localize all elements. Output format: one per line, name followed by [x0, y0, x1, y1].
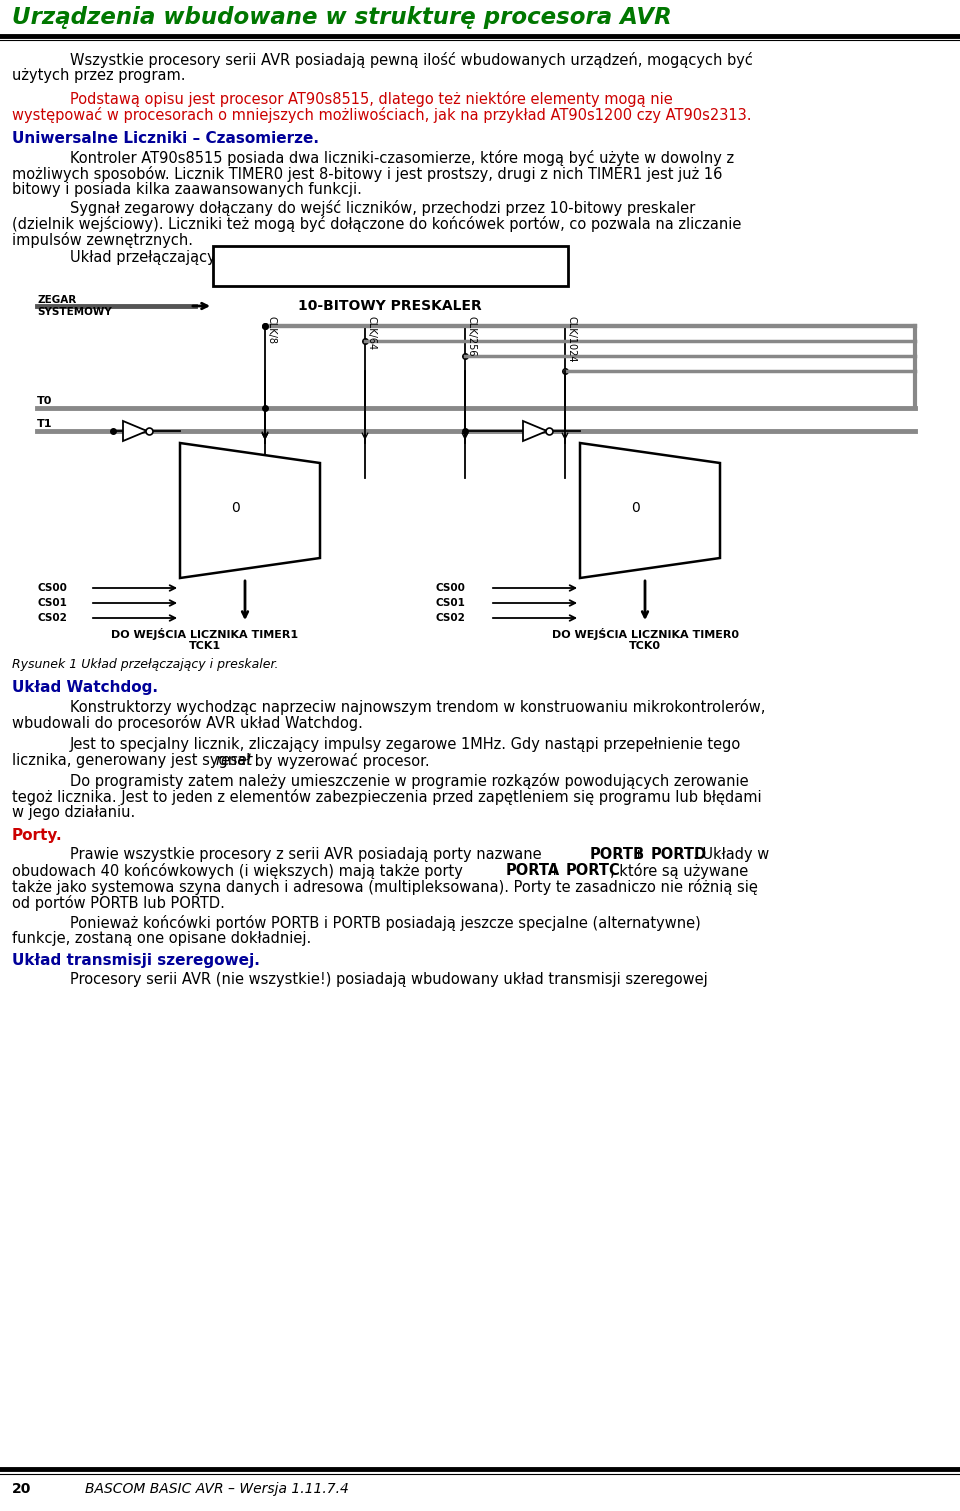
Text: DO WEJŚCIА LICZNIKA TIMER0: DO WEJŚCIА LICZNIKA TIMER0 — [551, 629, 738, 641]
Text: Jest to specjalny licznik, zliczający impulsy zegarowe 1MHz. Gdy nastąpi przepeł: Jest to specjalny licznik, zliczający im… — [70, 737, 741, 752]
Text: , które są używane: , które są używane — [610, 863, 748, 879]
Text: reset: reset — [215, 752, 252, 768]
Text: PORTB: PORTB — [590, 848, 645, 861]
Text: także jako systemowa szyna danych i adresowa (multipleksowana). Porty te zasadni: także jako systemowa szyna danych i adre… — [12, 879, 757, 895]
Text: funkcje, zostaną one opisane dokładniej.: funkcje, zostaną one opisane dokładniej. — [12, 931, 311, 946]
Text: (dzielnik wejściowy). Liczniki też mogą być dołączone do końcówek portów, co poz: (dzielnik wejściowy). Liczniki też mogą … — [12, 216, 741, 233]
Text: DO WEJŚCIА LICZNIKA TIMER1: DO WEJŚCIА LICZNIKA TIMER1 — [111, 629, 299, 641]
Text: obudowach 40 końcówkowych (i większych) mają także porty: obudowach 40 końcówkowych (i większych) … — [12, 863, 468, 879]
Text: CS01: CS01 — [435, 598, 465, 607]
Text: PORTA: PORTA — [506, 863, 561, 878]
Text: 0: 0 — [230, 502, 239, 515]
Polygon shape — [580, 443, 720, 579]
Text: i: i — [632, 848, 645, 861]
Text: by wyzerować procesor.: by wyzerować procesor. — [250, 752, 430, 769]
Text: Prawie wszystkie procesory z serii AVR posiadają porty nazwane: Prawie wszystkie procesory z serii AVR p… — [70, 848, 546, 861]
Text: od portów PORTB lub PORTD.: od portów PORTB lub PORTD. — [12, 895, 225, 911]
Text: PORTD: PORTD — [651, 848, 708, 861]
Text: Do programisty zatem należy umieszczenie w programie rozkązów powodujących zerow: Do programisty zatem należy umieszczenie… — [70, 774, 749, 789]
Bar — [213, 246, 568, 286]
Text: Sygnał zegarowy dołączany do wejść liczników, przechodzi przez 10-bitowy preskal: Sygnał zegarowy dołączany do wejść liczn… — [70, 199, 695, 216]
Text: Urządzenia wbudowane w strukturę procesora AVR: Urządzenia wbudowane w strukturę proceso… — [12, 6, 672, 29]
Text: Układ przełączający i preskaler jest rozrysowany poniżej:: Układ przełączający i preskaler jest roz… — [70, 249, 488, 264]
Text: możliwych sposobów. Licznik TIMER0 jest 8-bitowy i jest prostszy, drugi z nich T: możliwych sposobów. Licznik TIMER0 jest … — [12, 166, 722, 181]
Text: CS00: CS00 — [435, 583, 465, 592]
Text: CLK/256: CLK/256 — [466, 316, 476, 357]
Text: bitowy i posiada kilka zaawansowanych funkcji.: bitowy i posiada kilka zaawansowanych fu… — [12, 181, 362, 196]
Text: występować w procesorach o mniejszych możliwościach, jak na przykład AT90s1200 c: występować w procesorach o mniejszych mo… — [12, 107, 752, 122]
Text: . Układy w: . Układy w — [693, 848, 769, 861]
Text: CLK/8: CLK/8 — [266, 316, 276, 345]
Text: Procesory serii AVR (nie wszystkie!) posiadają wbudowany układ transmisji szereg: Procesory serii AVR (nie wszystkie!) pos… — [70, 972, 708, 987]
Text: Układ Watchdog.: Układ Watchdog. — [12, 680, 158, 695]
Text: CS02: CS02 — [435, 613, 465, 623]
Text: tegoż licznika. Jest to jeden z elementów zabezpieczenia przed zapętleniem się p: tegoż licznika. Jest to jeden z elementó… — [12, 789, 761, 805]
Text: w jego działaniu.: w jego działaniu. — [12, 805, 135, 820]
Text: Porty.: Porty. — [12, 828, 62, 843]
Text: PORTC: PORTC — [566, 863, 621, 878]
Polygon shape — [523, 422, 547, 441]
Text: licznika, generowany jest sygnał: licznika, generowany jest sygnał — [12, 752, 254, 768]
Text: Konstruktorzy wychodząc naprzeciw najnowszym trendom w konstruowaniu mikrokontro: Konstruktorzy wychodząc naprzeciw najnow… — [70, 700, 765, 715]
Text: 0: 0 — [631, 502, 639, 515]
Polygon shape — [180, 443, 320, 579]
Text: 10-BITOWY PRESKALER: 10-BITOWY PRESKALER — [299, 299, 482, 313]
Text: CS00: CS00 — [37, 583, 67, 592]
Text: 20: 20 — [12, 1482, 32, 1496]
Text: Uniwersalne Liczniki – Czasomierze.: Uniwersalne Liczniki – Czasomierze. — [12, 131, 319, 147]
Text: Rysunek 1 Układ przełączający i preskaler.: Rysunek 1 Układ przełączający i preskale… — [12, 657, 278, 671]
Text: CS01: CS01 — [37, 598, 67, 607]
Text: użytych przez program.: użytych przez program. — [12, 68, 185, 83]
Text: TCK0: TCK0 — [629, 641, 661, 651]
Text: CS02: CS02 — [37, 613, 67, 623]
Text: Wszystkie procesory serii AVR posiadają pewną ilość wbudowanych urządzeń, mogący: Wszystkie procesory serii AVR posiadają … — [70, 51, 753, 68]
Text: CLK/64: CLK/64 — [366, 316, 376, 351]
Text: TCK1: TCK1 — [189, 641, 221, 651]
Text: ZEGAR
SYSTEMOWY: ZEGAR SYSTEMOWY — [37, 295, 111, 317]
Text: Ponieważ końcówki portów PORTB i PORTB posiadają jeszcze specjalne (alternatywne: Ponieważ końcówki portów PORTB i PORTB p… — [70, 916, 701, 931]
Text: BASCOM BASIC AVR – Wersja 1.11.7.4: BASCOM BASIC AVR – Wersja 1.11.7.4 — [85, 1482, 348, 1496]
Text: Podstawą opisu jest procesor AT90s8515, dlatego też niektóre elementy mogą nie: Podstawą opisu jest procesor AT90s8515, … — [70, 91, 673, 107]
Text: CLK/1024: CLK/1024 — [566, 316, 576, 363]
Text: T0: T0 — [37, 396, 53, 406]
Text: wbudowali do procesorów AVR układ Watchdog.: wbudowali do procesorów AVR układ Watchd… — [12, 715, 363, 731]
Text: i: i — [548, 863, 562, 878]
Polygon shape — [123, 422, 147, 441]
Text: impulsów zewnętrznych.: impulsów zewnętrznych. — [12, 233, 193, 248]
Text: T1: T1 — [37, 419, 53, 429]
Text: Układ transmisji szeregowej.: Układ transmisji szeregowej. — [12, 953, 260, 969]
Text: Kontroler AT90s8515 posiada dwa liczniki-czasomierze, które mogą być użyte w dow: Kontroler AT90s8515 posiada dwa liczniki… — [70, 150, 734, 166]
